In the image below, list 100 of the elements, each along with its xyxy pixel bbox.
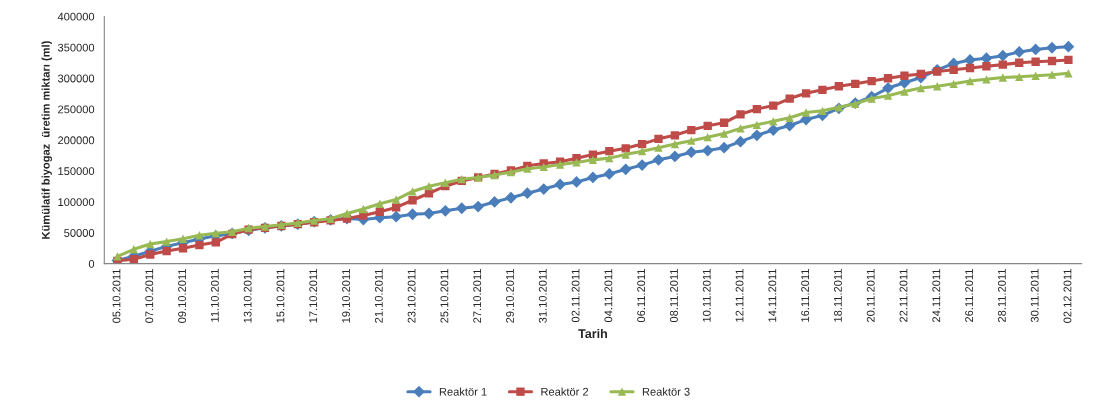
point (965, 63, 975, 73)
point (652, 153, 665, 166)
point (736, 124, 745, 133)
x-tick-label: 17.10.2011 (309, 269, 318, 323)
point (703, 121, 712, 131)
point (916, 69, 926, 79)
x-tick-label: 05.10.2011 (112, 269, 121, 323)
point (719, 118, 729, 127)
point (441, 178, 450, 187)
point (392, 195, 401, 204)
point (867, 94, 876, 103)
point (1064, 69, 1073, 78)
x-tick-label: 23.10.2011 (407, 269, 416, 323)
point (949, 65, 958, 74)
point (982, 75, 991, 84)
point (801, 89, 811, 98)
legend-label: Reaktör 1 (439, 387, 487, 396)
point (685, 146, 698, 159)
point (621, 150, 630, 159)
x-tick-label: 12.11.2011 (735, 269, 744, 322)
x-tick-label: 31.10.2011 (538, 269, 547, 323)
x-tick-label: 15.10.2011 (276, 269, 285, 323)
point (769, 101, 778, 110)
point (408, 196, 417, 205)
point (146, 250, 155, 259)
point (883, 74, 893, 83)
x-tick-label: 30.11.2011 (1030, 269, 1039, 323)
y-tick-label: 0 (88, 259, 95, 268)
point (1015, 72, 1024, 81)
point (1064, 55, 1073, 65)
x-tick-label: 18.11.2011 (833, 269, 842, 322)
point (670, 131, 680, 140)
point (687, 125, 696, 135)
y-tick-label: 300000 (57, 74, 95, 83)
point (621, 144, 630, 153)
point (670, 139, 680, 149)
point (933, 67, 942, 76)
point (750, 129, 763, 142)
point (900, 71, 909, 80)
legend-label: Reaktör 3 (642, 387, 690, 396)
x-tick-label: 26.11.2011 (965, 269, 974, 322)
point (390, 210, 403, 223)
point (734, 135, 747, 148)
point (472, 200, 485, 213)
x-tick-label: 25.10.2011 (440, 269, 449, 323)
legend-label: Reaktör 2 (541, 387, 589, 396)
point (834, 82, 844, 91)
point (505, 191, 517, 204)
x-tick-label: 11.10.2011 (210, 269, 219, 322)
point (1062, 40, 1075, 53)
point (900, 87, 909, 96)
x-tick-label: 07.10.2011 (145, 269, 154, 323)
point (949, 79, 958, 89)
point (767, 124, 780, 136)
y-tick-label: 150000 (58, 167, 95, 176)
x-tick-label: 20.11.2011 (866, 269, 875, 322)
y-tick-label: 200000 (58, 136, 95, 145)
point (916, 83, 926, 93)
point (195, 231, 204, 240)
x-tick-label: 27.10.2011 (473, 269, 482, 323)
point (637, 146, 647, 156)
x-tick-label: 13.10.2011 (243, 269, 252, 323)
x-tick-label: 02.11.2011 (571, 269, 580, 323)
y-tick-label: 400000 (57, 12, 95, 21)
point (996, 49, 1009, 62)
x-tick-label: 10.11.2011 (702, 269, 711, 322)
x-tick-label: 08.11.2011 (670, 269, 678, 323)
point (554, 178, 567, 191)
point (408, 187, 417, 196)
point (162, 237, 171, 246)
point (701, 144, 714, 157)
point (998, 60, 1007, 69)
point (801, 108, 811, 117)
point (719, 129, 729, 138)
point (669, 150, 681, 163)
point (687, 136, 696, 145)
point (178, 234, 188, 243)
x-tick-label: 22.11.2011 (899, 269, 908, 322)
point (998, 73, 1007, 82)
point (785, 113, 794, 122)
point (211, 238, 220, 247)
point (537, 183, 550, 195)
x-tick-label: 24.11.2011 (932, 269, 941, 322)
point (129, 245, 138, 254)
point (703, 133, 712, 142)
y-tick-label: 100000 (58, 198, 95, 207)
point (752, 120, 762, 129)
point (982, 62, 991, 71)
point (654, 134, 663, 144)
point (785, 94, 794, 103)
point (375, 199, 384, 208)
point (375, 207, 384, 216)
point (129, 255, 138, 264)
x-tick-label: 14.11.2011 (768, 269, 777, 322)
point (195, 240, 204, 250)
point (178, 244, 188, 253)
point (1046, 41, 1058, 54)
point (818, 106, 827, 116)
point (455, 202, 468, 215)
x-tick-label: 02.12.2011 (1063, 269, 1072, 323)
